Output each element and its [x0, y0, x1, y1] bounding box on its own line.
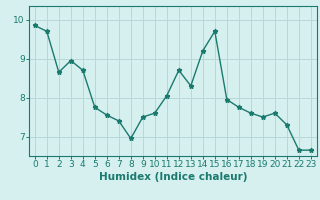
X-axis label: Humidex (Indice chaleur): Humidex (Indice chaleur)	[99, 172, 247, 182]
